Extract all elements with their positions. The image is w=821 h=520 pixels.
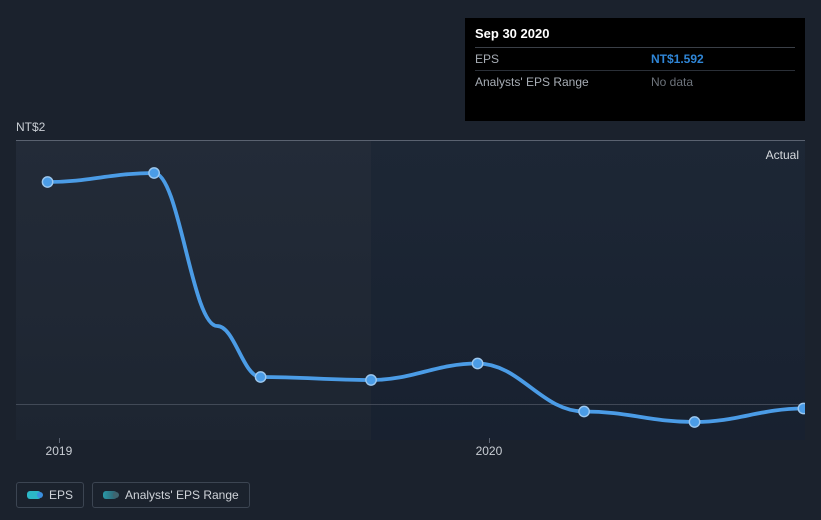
- chart-container: Sep 30 2020 EPS NT$1.592 Analysts' EPS R…: [0, 0, 821, 520]
- actual-label: Actual: [766, 148, 799, 162]
- tooltip-value: No data: [651, 75, 795, 89]
- eps-marker[interactable]: [690, 418, 699, 427]
- y-axis-top-label: NT$2: [16, 120, 45, 134]
- legend-swatch-eps-icon: [27, 491, 41, 499]
- plot-area[interactable]: [16, 140, 805, 440]
- x-tick: 2019: [46, 444, 73, 458]
- legend-label: EPS: [49, 488, 73, 502]
- tooltip-box: Sep 30 2020 EPS NT$1.592 Analysts' EPS R…: [465, 18, 805, 121]
- x-tick-label: 2020: [476, 444, 503, 458]
- legend-label: Analysts' EPS Range: [125, 488, 239, 502]
- legend-item-eps[interactable]: EPS: [16, 482, 84, 508]
- eps-marker[interactable]: [367, 376, 376, 385]
- tooltip-label: Analysts' EPS Range: [475, 75, 651, 89]
- eps-marker[interactable]: [473, 359, 482, 368]
- tooltip-label: EPS: [475, 52, 651, 66]
- eps-marker[interactable]: [150, 169, 159, 178]
- legend-item-range[interactable]: Analysts' EPS Range: [92, 482, 250, 508]
- tooltip-value: NT$1.592: [651, 52, 795, 66]
- chart-markers-svg: [16, 140, 805, 440]
- x-tick-label: 2019: [46, 444, 73, 458]
- eps-marker[interactable]: [580, 407, 589, 416]
- tooltip-row-eps: EPS NT$1.592: [475, 48, 795, 71]
- eps-marker[interactable]: [256, 373, 265, 382]
- legend-swatch-range-icon: [103, 491, 117, 499]
- legend: EPS Analysts' EPS Range: [16, 482, 250, 508]
- eps-marker[interactable]: [43, 178, 52, 187]
- tooltip-date: Sep 30 2020: [475, 26, 795, 48]
- tooltip-row-range: Analysts' EPS Range No data: [475, 71, 795, 93]
- x-tick: 2020: [476, 444, 503, 458]
